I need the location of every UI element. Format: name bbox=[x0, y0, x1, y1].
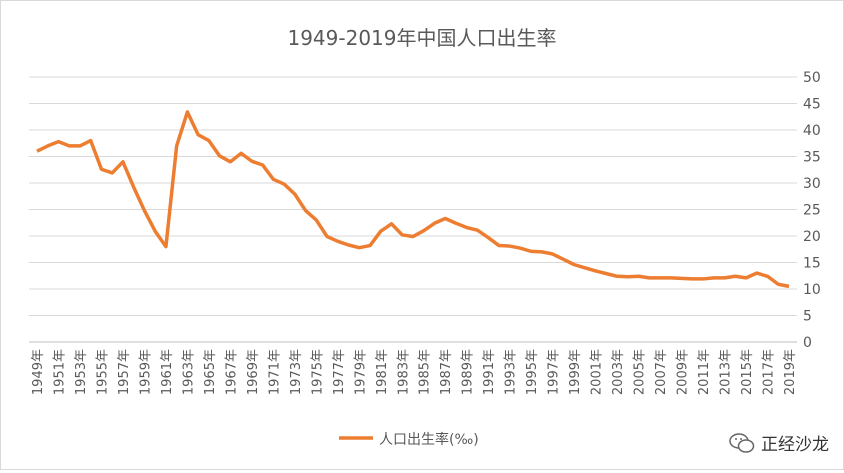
data-points bbox=[37, 112, 789, 287]
x-tick-label: 1961年 bbox=[160, 349, 175, 395]
x-tick-label: 1989年 bbox=[461, 349, 476, 395]
x-tick-label: 1977年 bbox=[332, 349, 347, 395]
x-tick-label: 2001年 bbox=[590, 349, 605, 395]
y-tick-label: 40 bbox=[803, 123, 821, 139]
y-tick-label: 0 bbox=[803, 335, 812, 351]
y-tick-label: 15 bbox=[803, 256, 821, 272]
x-tick-label: 1951年 bbox=[52, 349, 67, 395]
y-tick-label: 30 bbox=[803, 176, 821, 192]
x-tick-label: 1963年 bbox=[181, 349, 196, 395]
x-tick-label: 1955年 bbox=[95, 349, 110, 395]
legend-label: 人口出生率(‰) bbox=[379, 431, 479, 448]
x-tick-label: 1949年 bbox=[31, 349, 46, 395]
x-tick-label: 1965年 bbox=[203, 349, 218, 395]
x-tick-label: 1985年 bbox=[418, 349, 433, 395]
y-tick-label: 5 bbox=[803, 309, 812, 325]
x-tick-label: 1953年 bbox=[74, 349, 89, 395]
wechat-icon bbox=[729, 432, 755, 454]
x-tick-label: 2019年 bbox=[783, 349, 798, 395]
x-tick-label: 1959年 bbox=[138, 349, 153, 395]
y-tick-label: 45 bbox=[803, 97, 821, 113]
x-tick-label: 2009年 bbox=[676, 349, 691, 395]
x-tick-label: 1967年 bbox=[224, 349, 239, 395]
y-tick-label: 10 bbox=[803, 282, 821, 298]
legend: 人口出生率(‰) bbox=[339, 431, 479, 448]
x-tick-label: 1975年 bbox=[310, 349, 325, 395]
x-tick-label: 2003年 bbox=[611, 349, 626, 395]
x-tick-label: 2005年 bbox=[633, 349, 648, 395]
y-tick-label: 50 bbox=[803, 70, 821, 86]
x-tick-label: 2017年 bbox=[762, 349, 777, 395]
chart-title: 1949-2019年中国人口出生率 bbox=[287, 26, 556, 50]
watermark-text: 正经沙龙 bbox=[761, 430, 829, 455]
y-tick-label: 35 bbox=[803, 150, 821, 166]
y-tick-label: 20 bbox=[803, 229, 821, 245]
y-tick-label: 25 bbox=[803, 203, 821, 219]
x-tick-label: 1969年 bbox=[246, 349, 261, 395]
x-tick-label: 1957年 bbox=[117, 349, 132, 395]
x-tick-label: 1993年 bbox=[504, 349, 519, 395]
x-tick-label: 2007年 bbox=[654, 349, 669, 395]
x-tick-label: 1973年 bbox=[289, 349, 304, 395]
x-tick-label: 1971年 bbox=[267, 349, 282, 395]
x-tick-label: 1991年 bbox=[482, 349, 497, 395]
x-tick-label: 1981年 bbox=[375, 349, 390, 395]
series-line bbox=[37, 112, 789, 286]
x-tick-label: 2015年 bbox=[740, 349, 755, 395]
x-tick-label: 1987年 bbox=[439, 349, 454, 395]
x-tick-label: 1979年 bbox=[353, 349, 368, 395]
x-tick-label: 1999年 bbox=[568, 349, 583, 395]
x-tick-label: 1983年 bbox=[396, 349, 411, 395]
x-tick-label: 1997年 bbox=[547, 349, 562, 395]
watermark: 正经沙龙 bbox=[729, 430, 829, 455]
x-tick-label: 2013年 bbox=[719, 349, 734, 395]
x-tick-label: 2011年 bbox=[697, 349, 712, 395]
x-tick-label: 1995年 bbox=[525, 349, 540, 395]
